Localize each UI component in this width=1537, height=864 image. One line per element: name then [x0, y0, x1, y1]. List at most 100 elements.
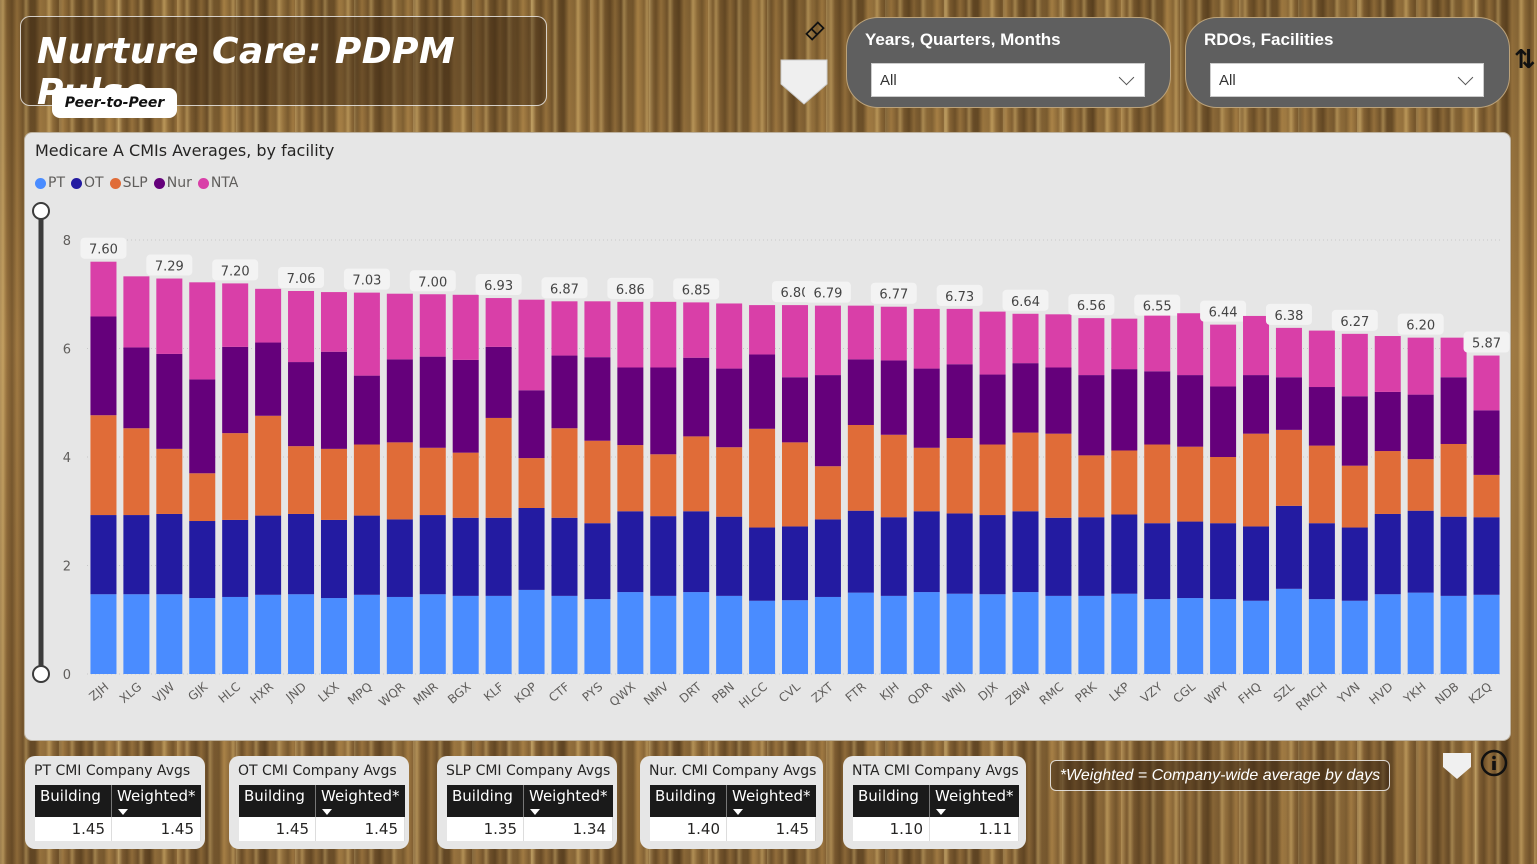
bar-segment-ot-wqr[interactable]	[386, 519, 413, 597]
bar-segment-ot-qdr[interactable]	[913, 511, 940, 593]
info-icon[interactable]	[1480, 749, 1508, 777]
bar-segment-ot-jnd[interactable]	[288, 513, 315, 595]
bar-segment-pt-nmv[interactable]	[650, 595, 677, 674]
bar-segment-nur-nmv[interactable]	[650, 367, 677, 455]
bar-segment-pt-fhq[interactable]	[1243, 600, 1270, 674]
bar-segment-slp-prk[interactable]	[1078, 455, 1105, 518]
bar-segment-nta-xlg[interactable]	[123, 276, 150, 348]
bar-segment-slp-gjk[interactable]	[189, 473, 216, 522]
bar-segment-slp-wpy[interactable]	[1210, 457, 1237, 524]
bar-segment-slp-pbn[interactable]	[716, 447, 743, 517]
column-header-building[interactable]: Building	[853, 785, 930, 817]
bar-segment-ot-prk[interactable]	[1078, 517, 1105, 596]
bar-segment-slp-bgx[interactable]	[452, 452, 479, 518]
bar-segment-pt-ctf[interactable]	[551, 595, 578, 674]
bar-segment-ot-mnr[interactable]	[419, 515, 446, 595]
bar-segment-ot-szl[interactable]	[1275, 505, 1302, 589]
bar-segment-nta-vzy[interactable]	[1144, 313, 1171, 372]
bar-segment-pt-hlc[interactable]	[222, 596, 249, 674]
bar-segment-ot-hlc[interactable]	[222, 519, 249, 597]
bar-segment-slp-kzq[interactable]	[1473, 474, 1500, 518]
bar-segment-nta-zjh[interactable]	[90, 261, 117, 317]
bar-segment-pt-lkx[interactable]	[320, 598, 347, 674]
bar-segment-nta-lkx[interactable]	[320, 292, 347, 352]
bar-segment-ot-kzq[interactable]	[1473, 517, 1500, 595]
sort-arrows-icon[interactable]: ⇅	[1514, 45, 1536, 75]
bookmark-shield-icon[interactable]	[1442, 752, 1472, 780]
bar-segment-slp-wqr[interactable]	[386, 442, 413, 520]
bar-segment-pt-yvn[interactable]	[1341, 600, 1368, 674]
bar-segment-pt-prk[interactable]	[1078, 595, 1105, 674]
bar-segment-pt-jnd[interactable]	[288, 594, 315, 674]
bar-segment-nur-zbw[interactable]	[1012, 363, 1039, 433]
bar-segment-pt-rmch[interactable]	[1308, 599, 1335, 674]
bar-segment-ot-pbn[interactable]	[716, 516, 743, 596]
bar-segment-pt-qdr[interactable]	[913, 592, 940, 674]
bar-segment-slp-hvd[interactable]	[1374, 451, 1401, 514]
bar-segment-nta-vjw[interactable]	[156, 278, 183, 354]
bar-segment-slp-fhq[interactable]	[1243, 433, 1270, 527]
bar-segment-slp-yvn[interactable]	[1341, 465, 1368, 528]
bar-segment-nur-lkx[interactable]	[320, 351, 347, 449]
column-header-weighted[interactable]: Weighted*	[523, 785, 613, 817]
bar-segment-ot-djx[interactable]	[979, 515, 1006, 595]
bar-segment-nur-yvn[interactable]	[1341, 396, 1368, 466]
bar-segment-nur-ndb[interactable]	[1440, 377, 1467, 444]
column-header-building[interactable]: Building	[650, 785, 727, 817]
bar-segment-ot-nmv[interactable]	[650, 516, 677, 596]
bar-segment-nta-cgl[interactable]	[1177, 313, 1204, 376]
bar-segment-nur-klf[interactable]	[485, 346, 512, 418]
bar-segment-nur-qwx[interactable]	[617, 367, 644, 446]
bar-segment-ot-kqp[interactable]	[518, 507, 545, 590]
bar-segment-nur-hxr[interactable]	[255, 342, 282, 416]
bar-segment-nta-gjk[interactable]	[189, 282, 216, 380]
column-header-weighted[interactable]: Weighted*	[929, 785, 1019, 817]
bar-segment-ot-ykh[interactable]	[1407, 510, 1434, 593]
bar-segment-ot-yvn[interactable]	[1341, 527, 1368, 601]
bar-segment-nur-prk[interactable]	[1078, 375, 1105, 456]
column-header-weighted[interactable]: Weighted*	[315, 785, 405, 817]
bar-segment-ot-vzy[interactable]	[1144, 523, 1171, 600]
bar-segment-nta-hxr[interactable]	[255, 288, 282, 343]
bar-segment-ot-zbw[interactable]	[1012, 511, 1039, 593]
bar-segment-nta-drt[interactable]	[683, 302, 710, 358]
bar-segment-slp-mpq[interactable]	[353, 444, 380, 516]
bar-segment-pt-ndb[interactable]	[1440, 595, 1467, 674]
peer-to-peer-button[interactable]: Peer-to-Peer	[52, 88, 177, 118]
bar-segment-nur-xlg[interactable]	[123, 347, 150, 429]
bar-segment-slp-kqp[interactable]	[518, 458, 545, 508]
bar-segment-nur-drt[interactable]	[683, 357, 710, 437]
bar-segment-nta-wqr[interactable]	[386, 293, 413, 360]
bar-segment-nta-kjh[interactable]	[880, 306, 907, 361]
bar-segment-slp-vzy[interactable]	[1144, 444, 1171, 524]
bar-segment-slp-ftr[interactable]	[847, 424, 874, 511]
bar-segment-nta-ykh[interactable]	[1407, 337, 1434, 395]
column-header-weighted[interactable]: Weighted*	[726, 785, 816, 817]
bar-segment-nur-rmc[interactable]	[1045, 367, 1072, 434]
bar-segment-slp-kjh[interactable]	[880, 434, 907, 518]
bar-segment-pt-cgl[interactable]	[1177, 598, 1204, 674]
bar-segment-nta-szl[interactable]	[1275, 327, 1302, 378]
legend-item-slp[interactable]: SLP	[109, 175, 148, 191]
bar-segment-nur-rmch[interactable]	[1308, 387, 1335, 446]
bar-segment-pt-lkp[interactable]	[1111, 593, 1138, 674]
bar-segment-nur-pbn[interactable]	[716, 368, 743, 448]
legend-item-nur[interactable]: Nur	[153, 175, 192, 191]
column-header-building[interactable]: Building	[447, 785, 524, 817]
bar-segment-ot-bgx[interactable]	[452, 517, 479, 596]
bar-segment-ot-ctf[interactable]	[551, 517, 578, 596]
bar-segment-pt-ftr[interactable]	[847, 592, 874, 674]
bar-segment-slp-pys[interactable]	[584, 440, 611, 524]
bar-segment-nta-qdr[interactable]	[913, 308, 940, 369]
bar-segment-pt-hxr[interactable]	[255, 594, 282, 674]
bar-segment-pt-gjk[interactable]	[189, 598, 216, 674]
bar-segment-nur-hvd[interactable]	[1374, 391, 1401, 452]
bar-segment-slp-hlc[interactable]	[222, 433, 249, 520]
bar-segment-slp-jnd[interactable]	[288, 446, 315, 514]
bar-segment-slp-lkx[interactable]	[320, 448, 347, 520]
bar-segment-pt-vzy[interactable]	[1144, 599, 1171, 674]
bar-segment-nur-kqp[interactable]	[518, 390, 545, 459]
bar-segment-slp-zxt[interactable]	[814, 466, 841, 520]
bar-segment-pt-qwx[interactable]	[617, 592, 644, 674]
bar-segment-slp-drt[interactable]	[683, 436, 710, 512]
